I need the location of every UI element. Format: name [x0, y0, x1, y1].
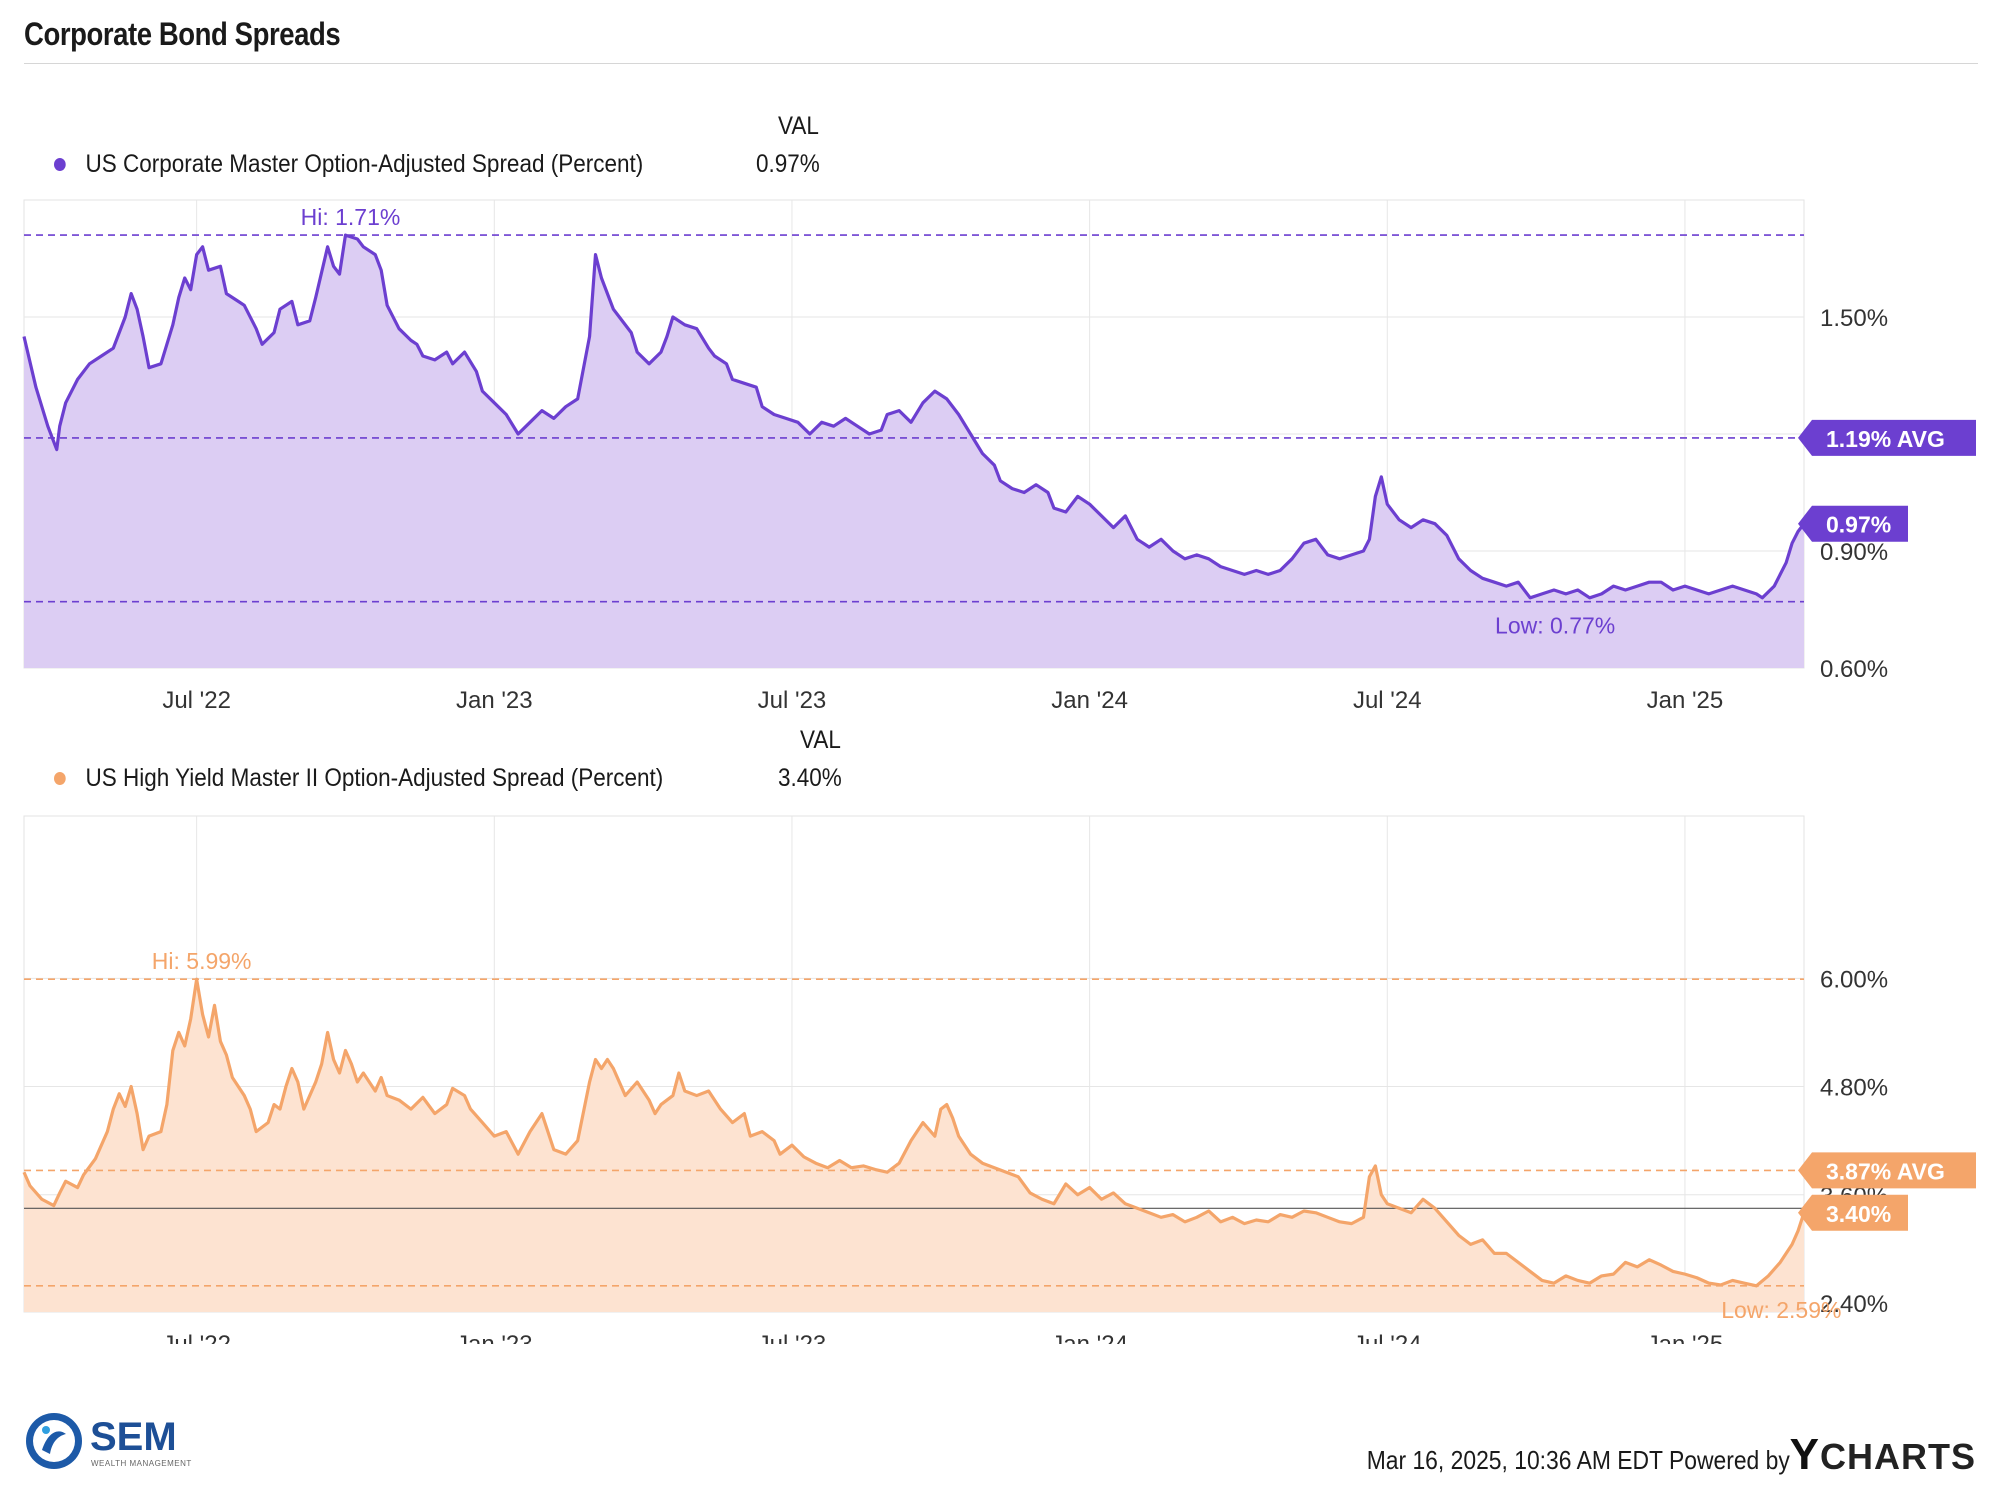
legend-val-header-1: VAL [778, 112, 819, 140]
x-tick-label: Jul '23 [758, 1331, 827, 1344]
avg-tag-label: 1.19% AVG [1826, 426, 1945, 452]
y-tick-label: 0.60% [1820, 656, 1888, 683]
y-tick-label: 2.40% [1820, 1291, 1888, 1318]
x-tick-label: Jan '24 [1051, 687, 1128, 714]
logo-swoosh-icon [42, 1431, 66, 1454]
logo-dot-icon [42, 1426, 50, 1434]
last-tag [1798, 1194, 1908, 1231]
brand-rest: CHARTS [1820, 1436, 1976, 1477]
page-title: Corporate Bond Spreads [24, 16, 341, 52]
footer-timestamp: Mar 16, 2025, 10:36 AM EDT Powered by [1366, 1445, 1790, 1475]
brand-initial: Y [1789, 1430, 1820, 1479]
legend-val-header-2: VAL [800, 726, 841, 754]
legend-dot-icon [54, 772, 66, 785]
low-label: Low: 0.77% [1495, 613, 1615, 639]
series-area [24, 979, 1804, 1312]
legend-current-value-2: 3.40% [778, 764, 842, 792]
y-tick-label: 6.00% [1820, 966, 1888, 993]
hi-label: Hi: 5.99% [152, 948, 252, 974]
avg-tag [1798, 419, 1976, 456]
legend-current-value-1: 0.97% [756, 150, 820, 178]
chart-ig-spread[interactable]: Jul '22 Jan '23 Jul '23 Jan '24 Jul '24 Jan '… [0, 190, 2000, 720]
x-tick-label: Jul '24 [1353, 1331, 1422, 1344]
chart-hy-spread[interactable]: Jul '22 Jan '23 Jul '23 Jan '24 Jul '24 Jan '… [0, 804, 2000, 1344]
hi-label: Hi: 1.71% [301, 204, 401, 230]
x-tick-label: Jul '22 [162, 687, 231, 714]
legend-series-name-2: US High Yield Master II Option-Adjusted … [85, 764, 664, 792]
avg-tag-label: 3.87% AVG [1826, 1158, 1945, 1184]
last-tag [1798, 505, 1908, 542]
y-tick-label: 1.50% [1820, 305, 1888, 332]
legend-item-ig[interactable]: US Corporate Master Option-Adjusted Spre… [54, 150, 643, 179]
x-tick-label: Jan '23 [456, 687, 533, 714]
series-area [24, 235, 1804, 668]
y-tick-label: 4.80% [1820, 1075, 1888, 1102]
x-tick-label: Jul '23 [758, 687, 827, 714]
low-label: Low: 2.59% [1721, 1297, 1841, 1323]
series-line [22, 977, 1806, 1288]
avg-tag [1798, 1152, 1976, 1189]
last-tag-label: 0.97% [1826, 512, 1891, 538]
last-tag-label: 3.40% [1826, 1201, 1891, 1227]
x-tick-label: Jan '24 [1051, 1331, 1128, 1344]
legend-series-name-1: US Corporate Master Option-Adjusted Spre… [85, 150, 644, 178]
title-divider [24, 63, 1978, 64]
ycharts-brand[interactable]: YCHARTS [1790, 1430, 1976, 1480]
logo-text: SEM [90, 1415, 177, 1459]
sem-logo: SEM WEALTH MANAGEMENT [26, 1413, 192, 1469]
legend-item-hy[interactable]: US High Yield Master II Option-Adjusted … [54, 764, 663, 793]
x-tick-label: Jan '25 [1647, 1331, 1724, 1344]
x-tick-label: Jan '23 [456, 1331, 533, 1344]
x-tick-label: Jul '24 [1353, 687, 1422, 714]
logo-subtext: WEALTH MANAGEMENT [91, 1459, 192, 1468]
legend-dot-icon [54, 158, 66, 171]
x-tick-label: Jan '25 [1647, 687, 1724, 714]
series-line [22, 233, 1806, 600]
y-tick-label: 0.90% [1820, 539, 1888, 566]
x-tick-label: Jul '22 [162, 1331, 231, 1344]
